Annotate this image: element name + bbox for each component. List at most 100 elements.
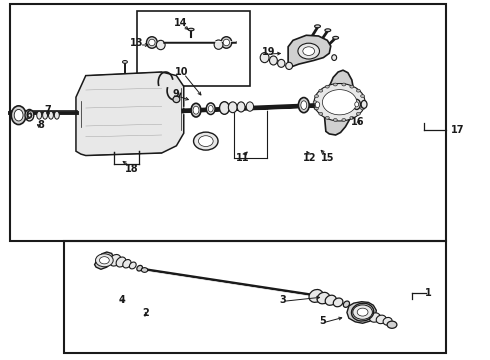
Circle shape [353,305,372,319]
Polygon shape [95,252,114,269]
Ellipse shape [361,95,365,98]
Circle shape [198,136,213,147]
Circle shape [314,84,365,121]
Text: 16: 16 [351,117,365,127]
Text: 18: 18 [124,164,138,174]
Ellipse shape [356,112,360,115]
Ellipse shape [301,101,307,109]
Bar [64,241,446,353]
Text: 19: 19 [262,47,275,57]
Text: 4: 4 [118,294,125,305]
Ellipse shape [156,40,165,50]
Ellipse shape [376,315,386,324]
Ellipse shape [27,112,32,118]
Ellipse shape [350,116,354,119]
Ellipse shape [315,25,320,28]
Ellipse shape [325,85,329,88]
Text: 12: 12 [303,153,317,163]
Ellipse shape [14,109,23,121]
Circle shape [298,43,319,59]
Ellipse shape [188,28,194,31]
Ellipse shape [325,295,336,305]
Ellipse shape [387,321,397,328]
Polygon shape [76,72,184,156]
Bar [137,11,250,86]
Ellipse shape [109,255,121,266]
Ellipse shape [223,39,229,46]
Ellipse shape [316,102,319,108]
Ellipse shape [355,102,359,107]
Ellipse shape [309,289,323,302]
Text: 9: 9 [172,89,179,99]
Ellipse shape [315,95,318,98]
Ellipse shape [11,106,26,125]
Ellipse shape [369,313,380,322]
Circle shape [99,257,109,264]
Ellipse shape [317,292,330,304]
Text: 6: 6 [25,110,32,120]
Ellipse shape [319,112,323,115]
Ellipse shape [193,106,199,114]
Ellipse shape [228,102,237,113]
Text: 17: 17 [451,125,465,135]
Ellipse shape [362,101,366,104]
Ellipse shape [383,318,392,325]
Ellipse shape [237,102,245,112]
Ellipse shape [313,101,317,104]
Ellipse shape [208,105,213,112]
Ellipse shape [191,103,201,117]
Polygon shape [288,35,331,68]
Text: 11: 11 [236,153,249,163]
Ellipse shape [137,265,143,271]
Ellipse shape [356,89,360,92]
Circle shape [303,47,315,55]
Ellipse shape [350,85,354,88]
Ellipse shape [214,40,223,49]
Polygon shape [347,302,376,323]
Ellipse shape [315,107,318,110]
Text: 1: 1 [425,288,432,298]
Ellipse shape [270,56,277,65]
Circle shape [322,90,357,115]
Ellipse shape [325,116,329,119]
Ellipse shape [343,301,349,307]
Text: 7: 7 [45,105,51,115]
Text: 2: 2 [143,308,149,318]
Circle shape [194,132,218,150]
Bar [10,4,446,241]
Ellipse shape [246,102,254,111]
Ellipse shape [325,29,331,32]
Ellipse shape [43,111,48,119]
Ellipse shape [49,111,53,119]
Text: 3: 3 [280,294,287,305]
Ellipse shape [319,89,323,92]
Ellipse shape [206,103,215,114]
Ellipse shape [333,298,343,307]
Ellipse shape [220,102,229,114]
Ellipse shape [298,98,309,113]
Ellipse shape [353,99,361,109]
Ellipse shape [314,99,321,110]
Ellipse shape [342,83,346,86]
Ellipse shape [116,257,126,267]
Ellipse shape [342,118,346,121]
Ellipse shape [122,60,127,63]
Circle shape [96,254,113,267]
Circle shape [357,308,368,316]
Text: 14: 14 [173,18,187,28]
Ellipse shape [361,100,367,108]
Text: 10: 10 [174,67,188,77]
Ellipse shape [149,39,155,46]
Ellipse shape [333,36,339,39]
Text: 15: 15 [320,153,334,163]
Ellipse shape [25,109,34,121]
Ellipse shape [173,96,180,103]
Polygon shape [324,70,354,135]
Ellipse shape [147,37,157,48]
Ellipse shape [333,118,337,121]
Ellipse shape [260,53,269,63]
Ellipse shape [123,260,131,268]
Ellipse shape [37,111,42,119]
Ellipse shape [286,62,293,69]
Text: 8: 8 [37,120,44,130]
